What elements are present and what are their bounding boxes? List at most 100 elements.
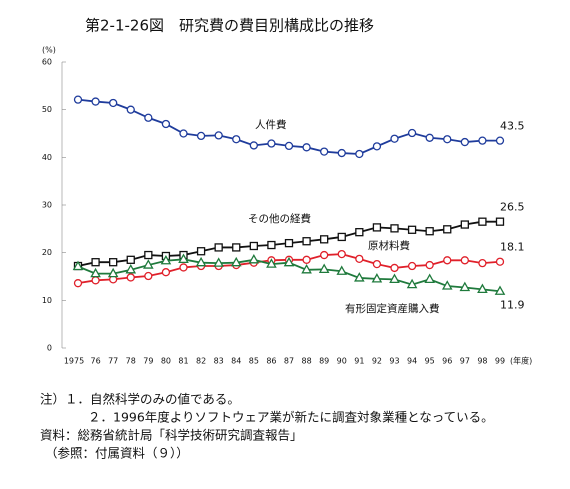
x-tick-label: 1975	[64, 357, 84, 366]
marker	[302, 255, 311, 264]
x-tick-label: 79	[143, 357, 153, 366]
marker	[267, 240, 276, 250]
marker	[302, 143, 311, 152]
marker	[441, 280, 453, 290]
marker	[390, 134, 399, 143]
y-tick-label: 10	[42, 296, 52, 305]
marker	[389, 273, 400, 284]
marker	[73, 279, 83, 288]
y-axis-label: (%)	[42, 46, 56, 55]
x-tick-label: 98	[477, 357, 487, 366]
x-tick-label: 82	[196, 357, 206, 366]
marker	[91, 258, 100, 267]
marker	[460, 256, 469, 265]
x-tick-label: 85	[249, 357, 259, 366]
marker	[406, 278, 418, 289]
marker	[125, 263, 137, 274]
marker	[267, 139, 276, 148]
x-tick-label: 99	[495, 357, 505, 366]
marker	[232, 243, 241, 252]
x-tick-label: 84	[231, 357, 241, 366]
x-tick-label: 87	[284, 357, 294, 366]
marker	[284, 238, 294, 248]
marker	[390, 224, 399, 233]
marker	[126, 105, 135, 114]
note: 注）１．自然科学のみの値である。	[40, 392, 240, 407]
marker	[354, 272, 365, 282]
marker	[144, 250, 153, 260]
x-tick-label: 97	[460, 357, 470, 366]
marker	[283, 256, 295, 267]
marker	[161, 268, 171, 277]
value-label: 26.5	[500, 201, 525, 214]
marker	[144, 113, 153, 122]
x-tick-label: 94	[407, 357, 417, 366]
marker	[91, 276, 100, 285]
y-tick-label: 40	[42, 153, 52, 162]
marker	[109, 258, 118, 267]
series-label: 人件費	[255, 118, 287, 131]
x-tick-label: 95	[425, 357, 435, 366]
x-tick-label: 77	[108, 357, 118, 366]
note: 資料：総務省統計局「科学技術研究調査報告」	[40, 428, 303, 443]
x-tick-label: 88	[301, 357, 311, 366]
marker	[495, 257, 505, 266]
marker	[320, 250, 329, 260]
note: （参照：付属資料（９））	[45, 446, 189, 461]
marker	[478, 259, 487, 268]
x-tick-label: 93	[389, 357, 399, 366]
x-tick-label: 92	[372, 357, 382, 366]
marker	[320, 235, 329, 244]
x-tick-label: 96	[442, 357, 452, 366]
x-tick-label: 90	[337, 357, 347, 366]
x-tick-label: 83	[214, 357, 224, 366]
marker	[495, 217, 505, 226]
marker	[232, 135, 241, 144]
marker	[336, 265, 348, 275]
marker	[214, 131, 223, 140]
x-tick-label: 81	[178, 357, 188, 366]
marker	[248, 253, 260, 264]
marker	[372, 223, 382, 232]
marker	[160, 254, 172, 265]
marker	[407, 128, 417, 138]
marker	[460, 137, 469, 147]
marker	[161, 119, 171, 129]
marker	[196, 131, 206, 141]
marker	[230, 256, 242, 267]
marker	[196, 247, 206, 256]
marker	[443, 135, 452, 144]
series-label: その他の経費	[248, 212, 311, 225]
marker	[143, 259, 154, 269]
marker	[337, 232, 346, 242]
series-label: 有形固定資産購入費	[345, 302, 440, 315]
x-tick-label: 91	[354, 357, 364, 366]
marker	[494, 285, 506, 295]
marker	[495, 136, 505, 145]
marker	[107, 267, 119, 278]
value-label: 11.9	[500, 298, 525, 311]
x-tick-label: 89	[319, 357, 329, 366]
marker	[459, 281, 471, 292]
marker	[390, 263, 399, 273]
value-label: 18.1	[500, 241, 525, 254]
x-tick-label: 86	[266, 357, 276, 366]
marker	[91, 97, 100, 106]
marker	[424, 273, 435, 284]
marker	[109, 98, 118, 108]
marker	[266, 258, 277, 268]
y-tick-label: 30	[42, 201, 52, 210]
marker	[443, 225, 452, 234]
marker	[302, 237, 311, 246]
marker	[425, 227, 434, 236]
y-tick-label: 50	[42, 105, 52, 114]
marker	[355, 254, 364, 264]
marker	[372, 259, 382, 269]
y-tick-label: 60	[42, 58, 52, 67]
marker	[460, 220, 469, 229]
marker	[178, 253, 189, 263]
marker	[284, 141, 294, 151]
marker	[371, 273, 383, 283]
marker	[355, 149, 364, 159]
